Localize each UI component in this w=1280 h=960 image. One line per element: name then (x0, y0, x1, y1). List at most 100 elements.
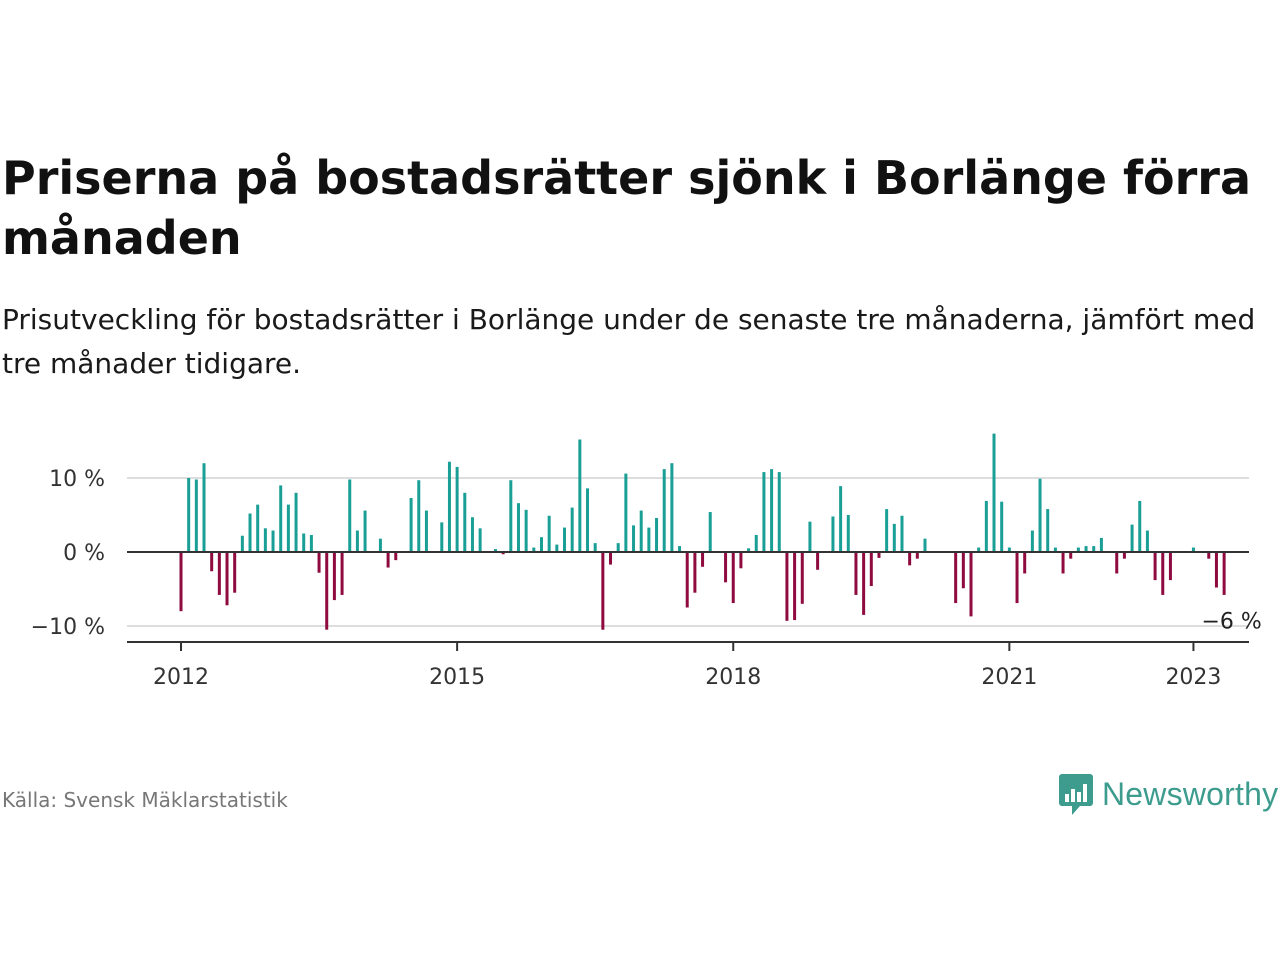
x-tick-label: 2023 (1165, 665, 1221, 690)
bar (409, 497, 413, 552)
bar (539, 537, 543, 552)
bar (194, 479, 198, 552)
bar (1099, 537, 1103, 552)
bar (770, 469, 774, 552)
bar (992, 433, 996, 552)
bar (1214, 552, 1218, 588)
bar (892, 523, 896, 552)
bar (632, 525, 636, 552)
grid-lines (127, 477, 1249, 627)
x-tick-label: 2015 (429, 665, 485, 690)
bar (1138, 500, 1142, 552)
bar (233, 552, 237, 593)
bar (739, 552, 743, 569)
bar (332, 552, 336, 601)
bar (647, 527, 651, 552)
bar-chart-speech-icon (1059, 774, 1093, 815)
bar (1053, 547, 1057, 552)
bar (846, 515, 850, 552)
axis-labels: −10 % 0 % 10 % 2012 2015 2018 2021 2023 −6 % (31, 467, 1262, 690)
x-tick-label: 2018 (705, 665, 761, 690)
bar (1168, 552, 1172, 581)
bar (747, 548, 751, 552)
bar (1015, 552, 1019, 604)
bar (900, 515, 904, 552)
bar (609, 552, 613, 565)
bar (386, 552, 390, 568)
bar (923, 538, 927, 552)
bar (478, 528, 482, 552)
bar (601, 552, 605, 630)
bar (1061, 552, 1065, 574)
bar (762, 472, 766, 552)
newsworthy-logo: Newsworthy (1058, 772, 1278, 816)
bar (256, 504, 260, 552)
bar (501, 552, 505, 555)
bar (1130, 524, 1134, 552)
bar (808, 521, 812, 552)
bar (869, 552, 873, 587)
bars (179, 433, 1226, 630)
bar (624, 473, 628, 552)
x-tick-label: 2012 (153, 665, 209, 690)
bar (977, 547, 981, 552)
bar (954, 552, 958, 604)
bar (593, 543, 597, 552)
bar (547, 515, 551, 552)
bar (961, 552, 965, 589)
bar (217, 552, 221, 595)
bar (1023, 552, 1027, 574)
bar (670, 463, 674, 552)
bar (885, 509, 889, 552)
bar (317, 552, 321, 573)
bar (1161, 552, 1165, 595)
axes (127, 551, 1249, 651)
bar (271, 530, 275, 552)
bar (1153, 552, 1157, 581)
bar (908, 552, 912, 566)
bar (1038, 478, 1042, 552)
bar (969, 552, 973, 617)
bar (655, 517, 659, 552)
source-note: Källa: Svensk Mäklarstatistik (2, 788, 288, 812)
bar (516, 503, 520, 552)
bar (662, 469, 666, 552)
bar (532, 547, 536, 552)
bar-chart: −10 % 0 % 10 % 2012 2015 2018 2021 2023 −6 % (31, 433, 1262, 690)
bar (463, 492, 467, 552)
bar (1000, 501, 1004, 552)
bar (685, 552, 689, 608)
bar (524, 509, 528, 552)
bar (202, 463, 206, 552)
bar (754, 534, 758, 552)
bar (470, 517, 474, 552)
bar (424, 510, 428, 552)
bar (586, 488, 590, 552)
bar (378, 538, 382, 552)
bar (915, 552, 919, 559)
bar (1222, 552, 1226, 595)
bar (187, 478, 191, 552)
bar (1145, 530, 1149, 552)
bar (348, 479, 352, 552)
bar (570, 507, 574, 552)
y-tick-label: 10 % (49, 467, 105, 492)
x-tick-label: 2021 (981, 665, 1037, 690)
bar (1076, 547, 1080, 552)
bar (616, 543, 620, 552)
bar (877, 552, 881, 558)
bar (578, 439, 582, 552)
bar (816, 552, 820, 570)
bar (701, 552, 705, 567)
last-value-annotation: −6 % (1201, 609, 1261, 634)
bar (724, 552, 728, 583)
bar (854, 552, 858, 595)
bar (1030, 530, 1034, 552)
bar (394, 552, 398, 561)
bar (340, 552, 344, 595)
bar (785, 552, 789, 621)
bar (984, 500, 988, 552)
bar (210, 552, 214, 572)
bar (563, 527, 566, 552)
bar (800, 552, 804, 604)
